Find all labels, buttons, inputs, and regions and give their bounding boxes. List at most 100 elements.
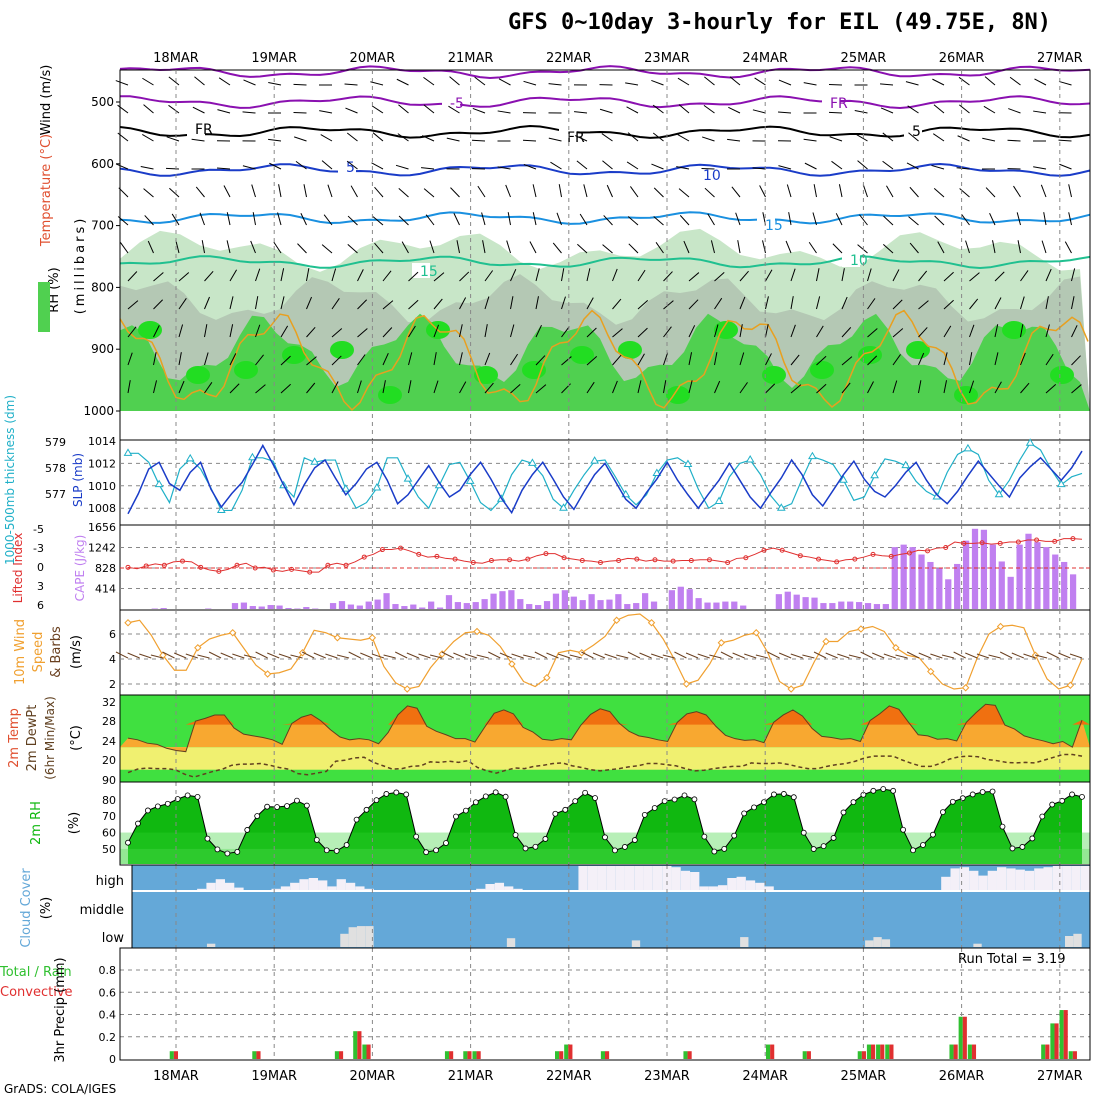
wind-barb: [958, 76, 970, 86]
li-tick-label: 3: [37, 580, 44, 593]
wind-barb: [752, 167, 766, 170]
wind-barb: [357, 269, 364, 282]
cloud-high-bar: [1062, 866, 1072, 890]
cape-bar: [811, 597, 818, 609]
cloud-high-bar: [1015, 869, 1025, 890]
wind-barb: [1068, 212, 1072, 226]
cloud-high-bar: [280, 886, 291, 890]
rh2m-marker: [274, 804, 280, 810]
wind-barb: [192, 106, 205, 114]
precip-total-bar: [444, 1051, 450, 1059]
cape-bar: [561, 590, 568, 609]
rh2m-marker: [930, 831, 936, 838]
lifted-index-marker: [797, 553, 803, 559]
wind-barb: [429, 240, 435, 254]
wind-barb: [778, 79, 792, 86]
wind-barb: [1020, 382, 1030, 394]
cloud-low-bar: [973, 943, 982, 947]
cape-bar: [855, 602, 863, 609]
slp-axis-label: SLP (mb): [71, 453, 85, 507]
cape-bar: [891, 547, 898, 609]
cloud-low-bar: [340, 933, 349, 947]
cloud-high-bar: [364, 888, 374, 890]
wind-barb: [841, 327, 852, 338]
contour-label-bg: [559, 129, 577, 144]
wind-barb: [957, 135, 970, 142]
cloud-high-bar: [755, 882, 765, 890]
wind-barb: [398, 215, 409, 226]
cloud-high-bar: [206, 882, 216, 890]
cape-bar: [401, 606, 408, 609]
wind10-barb: [755, 654, 768, 659]
wind-barb: [989, 212, 996, 226]
thickness-axis-label: 1000-500mb thickness (dm): [3, 395, 17, 565]
wind-barb: [943, 325, 952, 338]
precip-conv-bar: [559, 1051, 564, 1059]
lifted-index-marker: [761, 547, 767, 553]
wind-barb: [984, 76, 996, 86]
wind-barb: [522, 139, 537, 142]
cape-bar: [713, 602, 720, 609]
rh2m-marker: [135, 820, 141, 827]
wind-barb: [277, 212, 282, 226]
wind-barb: [678, 104, 690, 114]
rh2m-marker: [761, 799, 767, 806]
wind-barb: [371, 105, 384, 114]
wind-barb: [714, 380, 721, 394]
precip-frame: [119, 947, 1091, 1061]
wind-barb: [892, 354, 901, 366]
rh2m-marker: [224, 850, 231, 857]
wind-barb: [510, 353, 518, 366]
wind10-barb: [569, 654, 582, 659]
wind10-barb: [802, 654, 815, 659]
cape-bar: [481, 599, 488, 609]
cape-contour: [119, 309, 1089, 411]
wind-barb: [255, 324, 261, 338]
wind-barb: [627, 216, 639, 226]
wind-barb: [561, 296, 566, 310]
wind-barb: [828, 111, 843, 114]
thickness-marker: [1025, 438, 1035, 446]
cape-bar: [579, 600, 586, 609]
wind-barb: [765, 383, 776, 394]
wind10-axis-label-b: Speed: [31, 632, 46, 673]
wind-barb: [994, 324, 999, 338]
wind-barb: [178, 297, 187, 310]
wind-barb: [255, 296, 259, 310]
precip-total-bar: [1068, 1051, 1073, 1059]
wind-barb: [153, 325, 160, 338]
rh2m-marker: [820, 843, 827, 850]
cloud-high-bar: [1080, 866, 1090, 890]
wind10-marker: [822, 637, 830, 646]
wind10-marker: [298, 649, 307, 657]
cloud-high-bar: [606, 866, 616, 890]
wind-barb: [574, 135, 588, 142]
wind-barb: [1059, 163, 1072, 170]
cloud-low-bar: [356, 926, 366, 947]
wind-barb: [813, 184, 817, 198]
wind-barb: [535, 384, 547, 394]
wind10-barb: [709, 654, 722, 659]
wind-barb: [652, 132, 664, 142]
cape-bar: [338, 601, 346, 609]
rh2m-marker: [254, 813, 261, 819]
wind-barb: [707, 213, 715, 226]
wind-barb: [268, 138, 282, 142]
wind-barb: [484, 324, 488, 338]
thickness-marker: [683, 459, 693, 468]
wind-barb: [548, 83, 562, 86]
cape-bar: [588, 594, 595, 609]
rh2m-marker: [323, 847, 330, 854]
wind-barb: [510, 296, 514, 310]
pressure-axis-label: (millibars): [73, 216, 88, 315]
wind-barb: [357, 328, 368, 338]
lifted-index-marker: [180, 558, 186, 564]
wind-barb: [677, 77, 690, 86]
cape-bar: [543, 601, 551, 609]
wind10-barb: [732, 652, 745, 659]
wind-barb: [602, 244, 613, 254]
wind10-barb: [523, 654, 536, 659]
wind10-barb: [290, 654, 303, 659]
cape-bar: [802, 597, 809, 609]
precip-total-bar: [866, 1044, 872, 1059]
